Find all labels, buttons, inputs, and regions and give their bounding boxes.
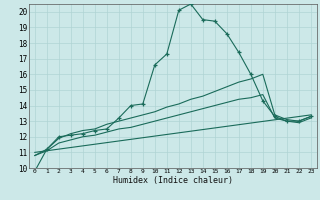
X-axis label: Humidex (Indice chaleur): Humidex (Indice chaleur): [113, 176, 233, 185]
